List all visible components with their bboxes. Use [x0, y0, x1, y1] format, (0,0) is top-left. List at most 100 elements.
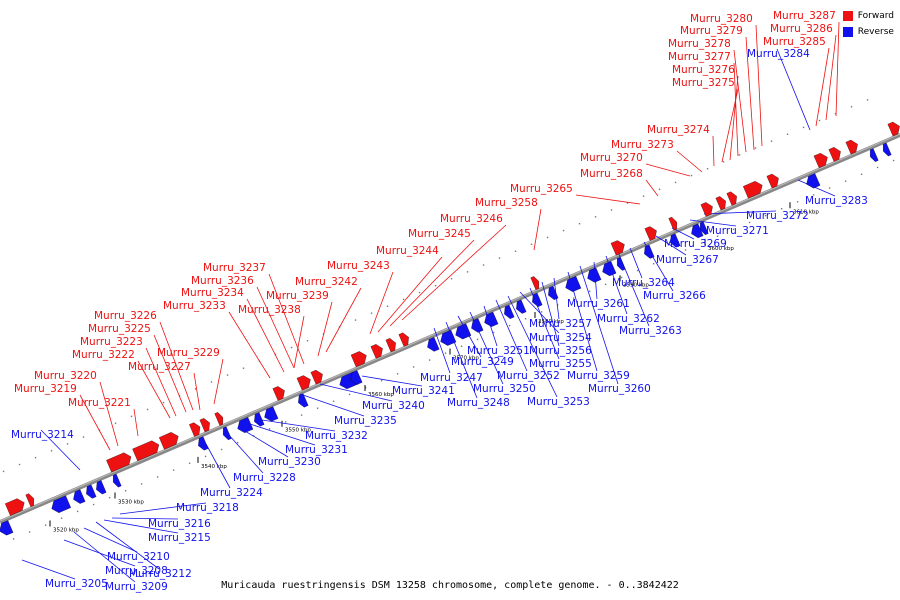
track-dot [124, 490, 127, 492]
reverse-gene-label: Murru_3272 [746, 210, 809, 222]
forward-gene-arrow [296, 375, 311, 391]
forward-gene-leader [389, 239, 475, 327]
reverse-gene-arrow [0, 520, 14, 536]
forward-gene-label: Murru_3265 [510, 183, 573, 195]
forward-gene-leader [645, 179, 659, 197]
reverse-gene-label: Murru_3256 [529, 345, 592, 357]
reverse-gene-leader [73, 531, 136, 583]
reverse-gene-arrow [504, 304, 515, 319]
track-dot [786, 133, 789, 135]
track-dot [476, 338, 479, 341]
reverse-gene-arrow [198, 436, 209, 451]
tick-label: 3610 kbp [793, 209, 819, 215]
track-dot [674, 181, 677, 184]
track-dot [82, 436, 85, 438]
reverse-gene-leader [21, 559, 76, 580]
forward-gene-label: Murru_3222 [72, 349, 135, 361]
reverse-gene-label: Murru_3254 [529, 332, 592, 344]
reverse-gene-leader [103, 519, 179, 534]
track-dot [156, 476, 159, 478]
reverse-gene-leader [797, 179, 836, 197]
reverse-gene-label: Murru_3259 [567, 370, 630, 382]
forward-gene-leader [213, 358, 224, 405]
reverse-gene-arrow [484, 311, 499, 327]
reverse-gene-label: Murru_3267 [656, 254, 719, 266]
reverse-gene-arrow [237, 417, 254, 433]
tick-label: 3570 kbp [453, 356, 479, 362]
forward-gene-arrow [310, 369, 323, 385]
forward-gene-leader [325, 287, 362, 353]
forward-gene-label: Murru_3280 [690, 13, 753, 25]
reverse-gene-label: Murru_3241 [392, 385, 455, 397]
forward-gene-arrow [715, 196, 726, 211]
reverse-gene-leader [361, 375, 423, 387]
forward-gene-label: Murru_3276 [672, 64, 735, 76]
forward-gene-arrow [766, 173, 779, 189]
track-dot [60, 517, 63, 519]
reverse-gene-leader [299, 393, 365, 417]
forward-gene-label: Murru_3274 [647, 124, 710, 136]
forward-gene-arrow [530, 276, 539, 290]
reverse-gene-leader [83, 527, 138, 553]
legend-item-forward: Forward [842, 8, 894, 24]
forward-gene-leader [153, 334, 187, 413]
tick-label: 3550 kbp [285, 428, 311, 434]
track-dot [460, 345, 463, 347]
forward-gene-arrow [5, 498, 25, 516]
track-dot [210, 381, 213, 383]
forward-gene-label: Murru_3219 [14, 383, 77, 395]
reverse-gene-arrow [96, 480, 107, 495]
track-dot [834, 112, 837, 115]
track-dot [2, 470, 5, 473]
track-dot [44, 524, 47, 526]
reverse-gene-arrow [806, 173, 821, 189]
forward-gene-label: Murru_3244 [376, 245, 439, 257]
track-dot [866, 99, 869, 101]
track-dot [860, 173, 863, 175]
reverse-gene-leader [629, 247, 643, 279]
tick-label: 3560 kbp [368, 392, 394, 398]
track-dot [290, 346, 293, 349]
track-dot [316, 407, 319, 409]
reverse-gene-arrow [113, 473, 122, 488]
reverse-gene-arrow [298, 393, 309, 408]
forward-gene-leader [401, 224, 507, 321]
track-dot [332, 400, 335, 403]
genome-backbone-highlight [0, 133, 900, 522]
forward-gene-leader [256, 286, 295, 369]
forward-gene-label: Murru_3258 [475, 197, 538, 209]
track-dot [844, 180, 847, 182]
track-dot [818, 119, 821, 122]
track-dot [18, 463, 21, 466]
forward-gene-leader [133, 408, 139, 437]
forward-gene-arrow [350, 351, 367, 368]
track-dot [306, 339, 309, 342]
track-dot [892, 159, 895, 162]
forward-swatch [842, 11, 853, 21]
track-dot [492, 331, 495, 334]
forward-gene-leader [712, 135, 715, 167]
track-dot [636, 269, 639, 272]
reverse-gene-leader [507, 295, 558, 398]
reverse-gene-arrow [73, 489, 86, 504]
track-dot [412, 366, 415, 368]
forward-gene-label: Murru_3286 [770, 23, 833, 35]
tick-label: 3520 kbp [53, 528, 79, 534]
forward-gene-label: Murru_3239 [266, 290, 329, 302]
reverse-gene-label: Murru_3248 [447, 397, 510, 409]
forward-gene-leader [79, 394, 111, 451]
forward-gene-label: Murru_3234 [181, 287, 244, 299]
track-dot [162, 401, 165, 404]
track-dot [540, 311, 543, 313]
track-dot [76, 510, 79, 513]
forward-gene-arrow [610, 240, 625, 256]
forward-gene-leader [815, 47, 830, 127]
reverse-gene-arrow [427, 337, 440, 352]
track-dot [668, 256, 671, 258]
reverse-gene-label: Murru_3271 [706, 225, 769, 237]
forward-gene-leader [825, 34, 837, 121]
reverse-gene-leader [239, 427, 289, 458]
reverse-gene-leader [457, 315, 482, 358]
